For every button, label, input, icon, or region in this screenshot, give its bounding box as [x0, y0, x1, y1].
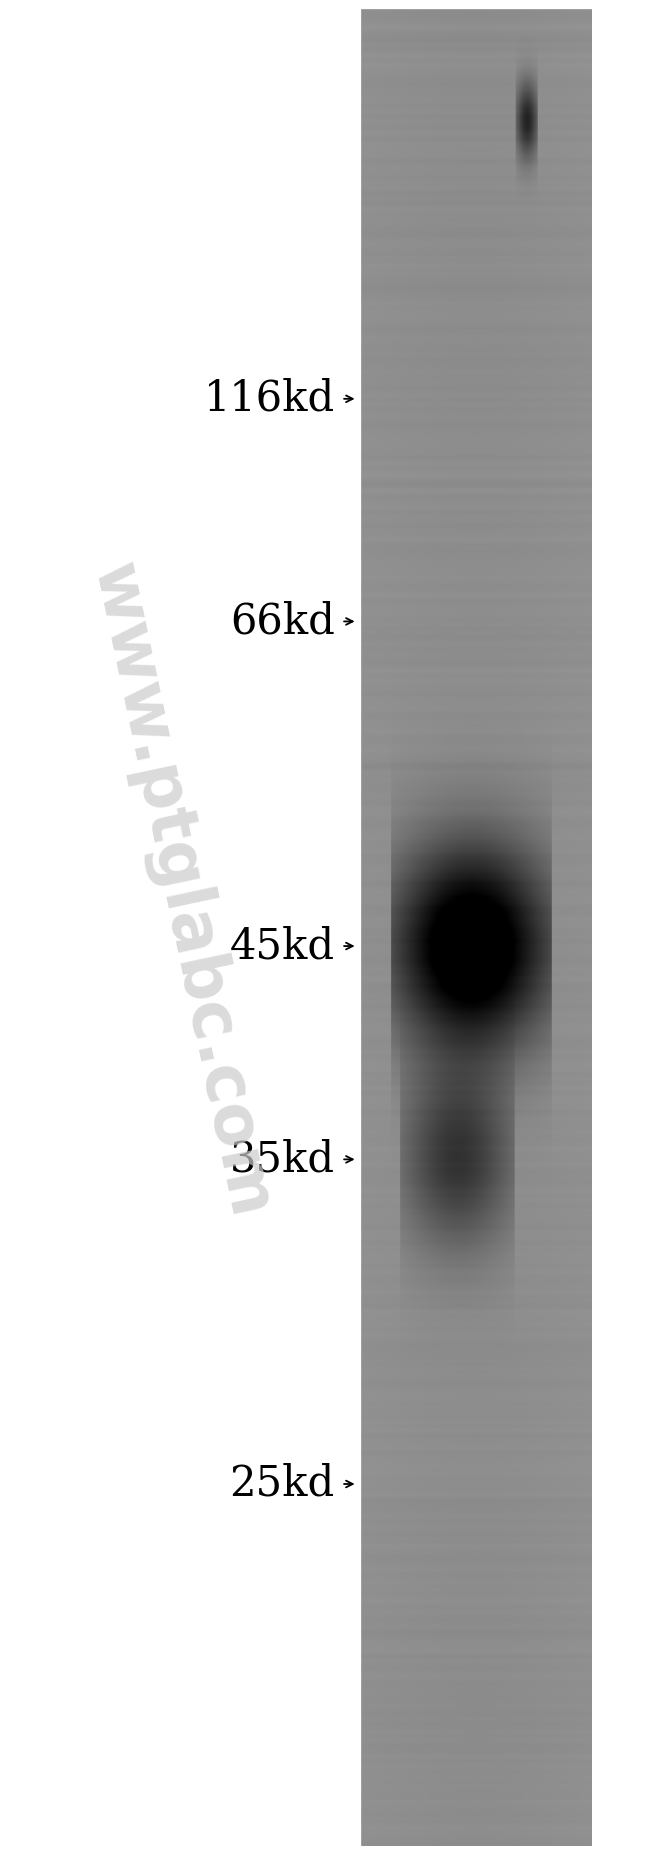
Text: 116kd: 116kd [203, 378, 335, 419]
Text: www.ptglabc.com: www.ptglabc.com [80, 556, 284, 1224]
Text: 35kd: 35kd [229, 1139, 335, 1180]
Text: 45kd: 45kd [229, 926, 335, 966]
Text: 66kd: 66kd [230, 601, 335, 642]
Text: 25kd: 25kd [229, 1464, 335, 1504]
